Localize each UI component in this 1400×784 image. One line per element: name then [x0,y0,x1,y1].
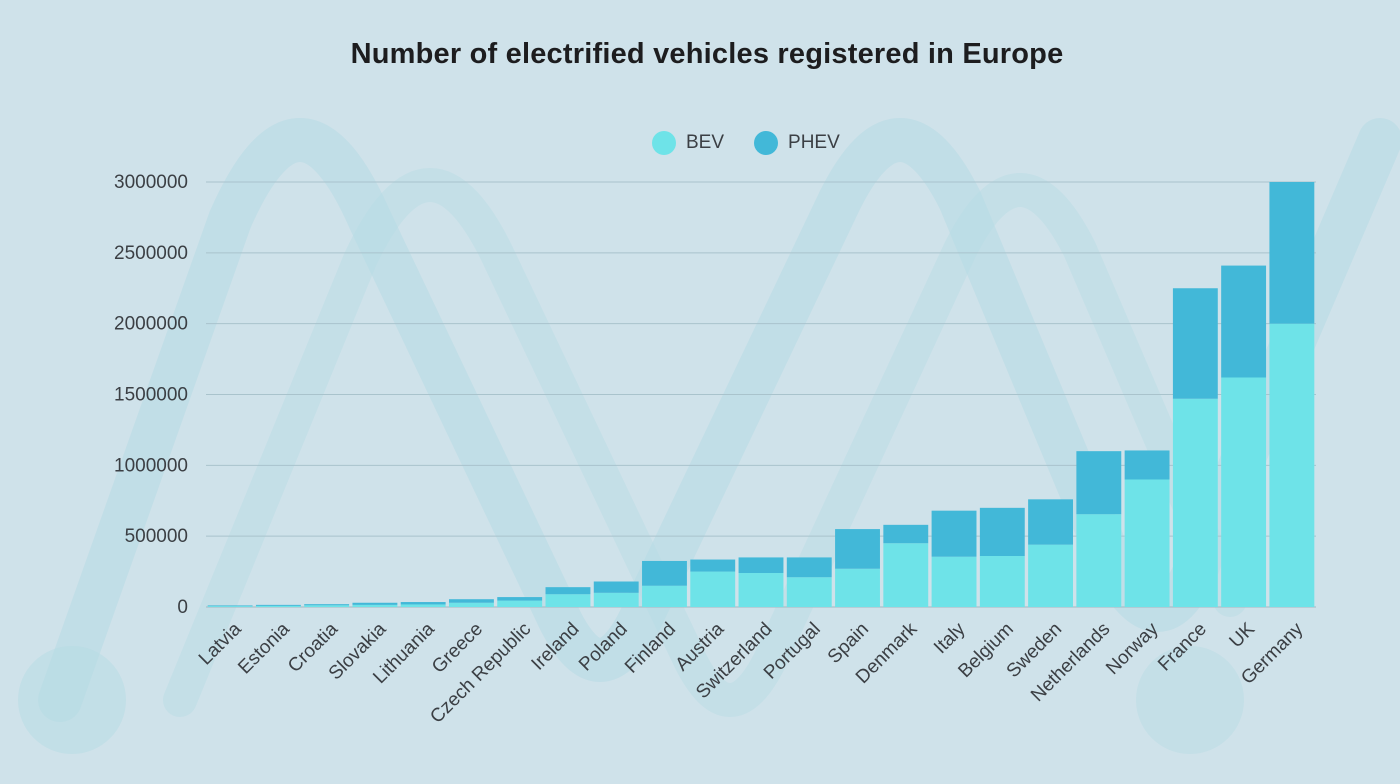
bar-phev-greece[interactable] [448,599,494,603]
y-axis: 0 500000 1000000 1500000 2000000 2500000 30000… [114,172,188,618]
bar-bev-norway[interactable] [1124,479,1170,608]
y-tick-label: 2500000 [114,243,188,264]
bar-phev-slovakia[interactable] [352,602,398,605]
bar-bev-spain[interactable] [835,568,880,607]
bar-phev-estonia[interactable] [255,604,301,606]
y-tick-label: 2000000 [114,314,188,335]
bar-bev-belgium[interactable] [979,556,1025,607]
x-tick-label: Poland [575,619,632,676]
y-tick-label: 1000000 [114,455,188,476]
bar-bev-latvia[interactable] [207,606,253,607]
chart-legend: BEV PHEV [652,128,840,158]
bar-phev-croatia[interactable] [304,604,350,606]
bar-phev-france[interactable] [1172,288,1218,399]
x-axis: LatviaEstoniaCroatiaSlovakiaLithuaniaGre… [195,618,1308,727]
y-tick-label: 500000 [125,526,188,547]
bars [207,182,1315,608]
legend-item-phev[interactable]: PHEV [754,131,840,155]
x-tick-label: Norway [1102,618,1163,679]
bar-bev-greece[interactable] [448,602,494,607]
bar-phev-ireland[interactable] [545,587,591,595]
x-tick-label: Italy [930,618,970,658]
bar-bev-finland[interactable] [642,585,687,607]
bar-phev-sweden[interactable] [1028,499,1074,545]
bar-phev-finland[interactable] [642,560,687,586]
bar-bev-ireland[interactable] [545,594,591,607]
bar-bev-switzerland[interactable] [738,573,784,607]
legend-label-phev: PHEV [788,132,840,153]
bar-bev-austria[interactable] [690,571,736,607]
bar-bev-estonia[interactable] [255,605,301,607]
bar-bev-italy[interactable] [931,556,977,607]
bar-phev-latvia[interactable] [207,605,253,607]
x-tick-label: Ireland [528,619,584,675]
bar-bev-croatia[interactable] [304,605,350,607]
bar-bev-slovakia[interactable] [352,604,398,607]
bar-bev-czech-republic[interactable] [497,600,543,607]
bar-phev-czech-republic[interactable] [497,597,543,601]
bar-phev-portugal[interactable] [786,557,832,578]
bar-phev-denmark[interactable] [883,524,929,544]
bar-phev-netherlands[interactable] [1076,451,1122,515]
y-tick-label: 1500000 [114,385,188,406]
bar-bev-poland[interactable] [593,592,639,607]
legend-item-bev[interactable]: BEV [652,131,724,155]
x-tick-label: Estonia [234,618,294,678]
bar-phev-uk[interactable] [1221,265,1267,378]
bar-bev-germany[interactable] [1269,323,1315,607]
bar-phev-poland[interactable] [593,581,639,593]
y-tick-label: 0 [177,597,188,618]
bar-phev-spain[interactable] [835,529,880,569]
chart-title: Number of electrified vehicles registere… [350,38,1064,70]
x-tick-label: UK [1226,618,1260,652]
bar-bev-netherlands[interactable] [1076,514,1122,607]
legend-swatch-bev [652,131,676,155]
bar-phev-lithuania[interactable] [400,602,446,605]
bar-bev-denmark[interactable] [883,543,929,607]
bar-phev-norway[interactable] [1124,450,1170,480]
y-tick-label: 3000000 [114,172,188,193]
x-tick-label: France [1154,619,1211,676]
bar-bev-uk[interactable] [1221,377,1267,608]
bar-bev-portugal[interactable] [786,577,832,607]
bar-bev-france[interactable] [1172,398,1218,607]
legend-swatch-phev [754,131,779,155]
bar-bev-sweden[interactable] [1028,544,1074,607]
bar-phev-germany[interactable] [1269,182,1315,324]
x-tick-label: Finland [621,619,680,678]
bar-phev-italy[interactable] [931,510,977,557]
legend-label-bev: BEV [686,132,725,153]
bar-phev-austria[interactable] [690,559,736,572]
bar-phev-switzerland[interactable] [738,557,784,573]
bar-phev-belgium[interactable] [979,507,1025,556]
bar-bev-lithuania[interactable] [400,604,446,607]
